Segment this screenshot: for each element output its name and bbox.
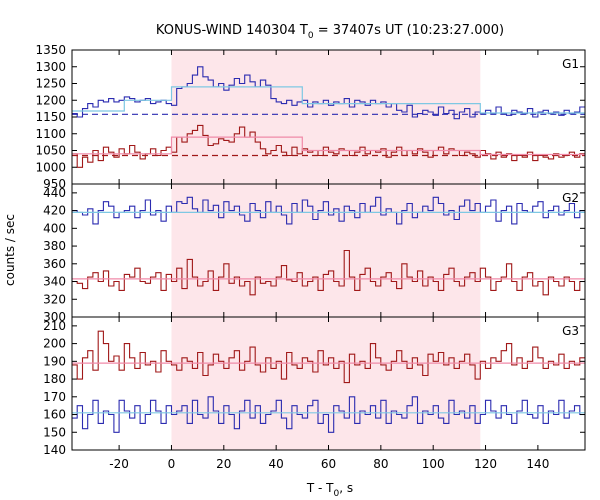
y-tick-label: 420 xyxy=(43,204,66,218)
y-tick-label: 300 xyxy=(43,310,66,324)
x-tick-label: 40 xyxy=(269,457,284,471)
y-tick-label: 1000 xyxy=(35,160,66,174)
panel-label: G2 xyxy=(562,191,579,205)
series-blue xyxy=(72,196,585,225)
x-tick-label: 140 xyxy=(526,457,549,471)
highlight-interval xyxy=(171,50,481,184)
y-tick-label: 180 xyxy=(43,372,66,386)
y-tick-label: 140 xyxy=(43,443,66,457)
y-tick-label: 400 xyxy=(43,221,66,235)
panel-data xyxy=(72,66,585,168)
y-axis-label: counts / sec xyxy=(3,214,17,286)
y-tick-label: 950 xyxy=(43,177,66,191)
y-tick-label: 440 xyxy=(43,186,66,200)
mean-line-cyan xyxy=(72,86,585,114)
chart-title: KONUS-WIND 140304 T0 = 37407s UT (10:23:… xyxy=(156,23,504,41)
y-tick-label: 160 xyxy=(43,408,66,422)
y-tick-label: 380 xyxy=(43,239,66,253)
y-tick-label: 360 xyxy=(43,257,66,271)
x-tick-label: -20 xyxy=(109,457,129,471)
x-axis-label: T - T0, s xyxy=(306,481,353,499)
x-tick-label: 80 xyxy=(373,457,388,471)
panel-g2: 300 320 340 360 380 400 420 440 G2 xyxy=(43,183,586,324)
panel-label: G1 xyxy=(562,57,579,71)
x-tick-label: 100 xyxy=(422,457,445,471)
highlight-interval xyxy=(171,317,481,450)
y-tick-label: 1200 xyxy=(35,93,66,107)
y-tick-label: 1300 xyxy=(35,60,66,74)
series-red xyxy=(72,330,585,384)
panel-data xyxy=(72,196,585,296)
series-blue xyxy=(72,396,585,433)
series-blue xyxy=(72,66,585,120)
y-tick-label: 150 xyxy=(43,425,66,439)
series-red xyxy=(72,249,585,296)
x-tick-label: 0 xyxy=(168,457,176,471)
y-tick-label: 1050 xyxy=(35,144,66,158)
x-tick-label: 20 xyxy=(216,457,231,471)
y-tick-label: 210 xyxy=(43,319,66,333)
y-tick-label: 200 xyxy=(43,337,66,351)
highlight-interval xyxy=(171,184,481,317)
y-tick-label: 1250 xyxy=(35,77,66,91)
x-tick-label: 120 xyxy=(474,457,497,471)
y-tick-label: 1100 xyxy=(35,127,66,141)
panel-data xyxy=(72,330,585,433)
panel-label: G3 xyxy=(562,324,579,338)
y-tick-label: 340 xyxy=(43,275,66,289)
y-tick-label: 1350 xyxy=(35,43,66,57)
y-tick-label: 170 xyxy=(43,390,66,404)
plot-area: 95010001050110011501200125013001350G1300… xyxy=(35,43,586,471)
x-tick-label: 60 xyxy=(321,457,336,471)
y-tick-label: 320 xyxy=(43,292,66,306)
mean-line-pink xyxy=(72,136,585,156)
series-red xyxy=(72,124,585,168)
panel-g1: 950 1000 1050 1100 1150 1200 1250 1300 1350 G1 xyxy=(35,43,586,191)
y-tick-label: 190 xyxy=(43,354,66,368)
y-tick-label: 1150 xyxy=(35,110,66,124)
panel-g3: 140 150 160 170 180 190 200 210 G3 xyxy=(43,316,586,457)
